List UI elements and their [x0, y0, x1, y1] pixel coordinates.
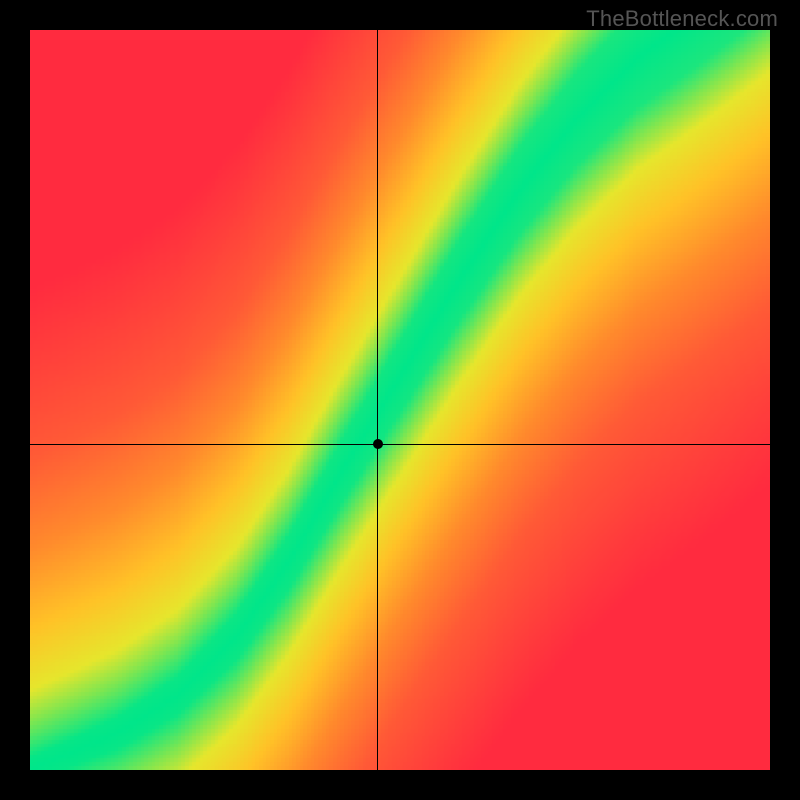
watermark-text: TheBottleneck.com — [586, 6, 778, 32]
heatmap-canvas — [30, 30, 770, 770]
heatmap-plot-area — [30, 30, 770, 770]
crosshair-vertical — [377, 30, 378, 770]
figure-container: TheBottleneck.com — [0, 0, 800, 800]
crosshair-horizontal — [30, 444, 770, 445]
